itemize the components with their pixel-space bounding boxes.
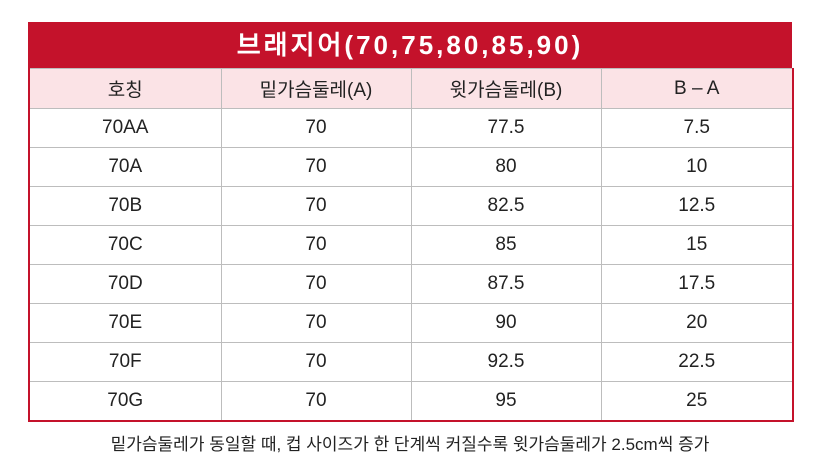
header-cell: B – A — [600, 68, 794, 109]
table-cell: 87.5 — [410, 264, 602, 304]
table-row: 70F 70 92.5 22.5 — [28, 342, 794, 382]
table-row: 70B 70 82.5 12.5 — [28, 186, 794, 226]
table-cell: 70 — [220, 147, 412, 187]
table-cell: 95 — [410, 381, 602, 422]
size-table: 브래지어(70,75,80,85,90) 호칭 밑가슴둘레(A) 윗가슴둘레(B) B… — [28, 22, 794, 422]
table-cell: 70 — [220, 381, 412, 422]
table-row: 70D 70 87.5 17.5 — [28, 264, 794, 304]
table-cell: 70 — [220, 186, 412, 226]
table-body: 70AA 70 77.5 7.5 70A 70 80 10 70B 70 82.5 12.5 70C 70… — [28, 108, 794, 422]
table-cell: 70 — [220, 342, 412, 382]
table-row: 70G 70 95 25 — [28, 381, 794, 422]
table-cell: 15 — [600, 225, 794, 265]
table-cell: 70 — [220, 225, 412, 265]
header-cell: 호칭 — [28, 68, 222, 109]
table-cell: 92.5 — [410, 342, 602, 382]
table-row: 70C 70 85 15 — [28, 225, 794, 265]
table-cell: 12.5 — [600, 186, 794, 226]
table-cell: 20 — [600, 303, 794, 343]
table-cell: 10 — [600, 147, 794, 187]
table-cell: 7.5 — [600, 108, 794, 148]
table-cell: 70G — [28, 381, 222, 422]
table-cell: 82.5 — [410, 186, 602, 226]
table-cell: 85 — [410, 225, 602, 265]
table-row: 70A 70 80 10 — [28, 147, 794, 187]
header-cell: 윗가슴둘레(B) — [410, 68, 602, 109]
table-cell: 70 — [220, 108, 412, 148]
caption: 밑가슴둘레가 동일할 때, 컵 사이즈가 한 단계씩 커질수록 윗가슴둘레가 2… — [110, 435, 710, 454]
table-cell: 80 — [410, 147, 602, 187]
table: 호칭 밑가슴둘레(A) 윗가슴둘레(B) B – A 70AA 70 77.5 7.5 70A… — [28, 68, 794, 422]
table-cell: 70B — [28, 186, 222, 226]
header-row: 호칭 밑가슴둘레(A) 윗가슴둘레(B) B – A — [28, 68, 794, 109]
table-cell: 77.5 — [410, 108, 602, 148]
table-row: 70AA 70 77.5 7.5 — [28, 108, 794, 148]
table-cell: 70A — [28, 147, 222, 187]
table-cell: 70AA — [28, 108, 222, 148]
table-cell: 70C — [28, 225, 222, 265]
table-cell: 17.5 — [600, 264, 794, 304]
table-cell: 70 — [220, 303, 412, 343]
table-cell: 90 — [410, 303, 602, 343]
table-cell: 70E — [28, 303, 222, 343]
table-cell: 22.5 — [600, 342, 794, 382]
table-cell: 70D — [28, 264, 222, 304]
table-cell: 70F — [28, 342, 222, 382]
table-row: 70E 70 90 20 — [28, 303, 794, 343]
table-cell: 25 — [600, 381, 794, 422]
table-title: 브래지어(70,75,80,85,90) — [28, 22, 792, 68]
table-cell: 70 — [220, 264, 412, 304]
header-cell: 밑가슴둘레(A) — [220, 68, 412, 109]
